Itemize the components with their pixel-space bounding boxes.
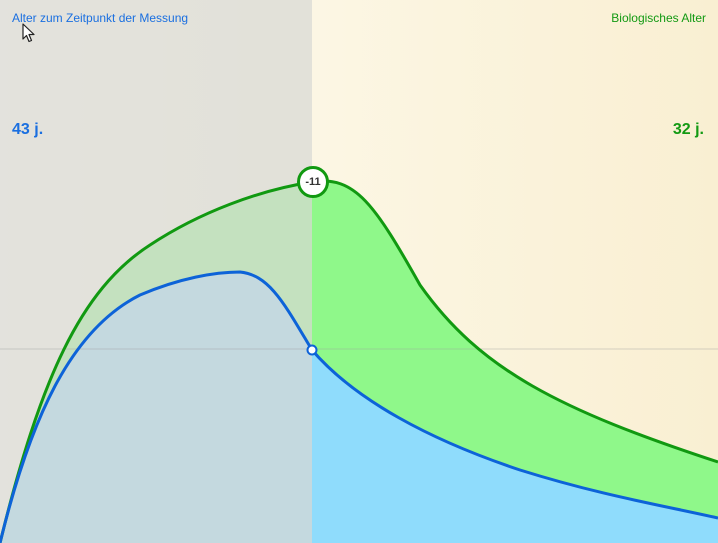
measurement-age-overlay: [0, 0, 312, 543]
measurement-age-marker[interactable]: [306, 344, 318, 356]
biological-age-value: 32 j.: [672, 121, 704, 138]
biological-age-title: Biologisches Alter: [611, 11, 706, 25]
measurement-age-value: 43 j.: [12, 121, 44, 138]
age-difference-value: -11: [305, 176, 321, 188]
measurement-age-curve: [0, 270, 718, 543]
arrow-cursor-icon: [22, 23, 35, 43]
age-difference-badge[interactable]: -11: [297, 166, 329, 198]
measurement-age-title: Alter zum Zeitpunkt der Messung: [12, 11, 189, 25]
